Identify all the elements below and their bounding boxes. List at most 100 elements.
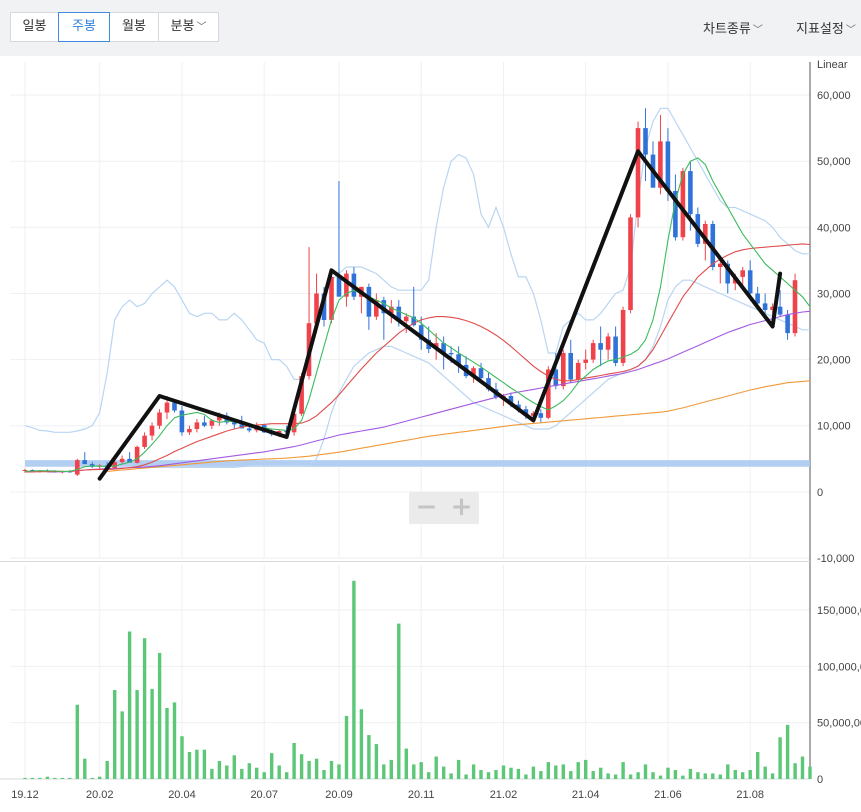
volume-bar xyxy=(546,762,550,779)
volume-bar xyxy=(120,711,124,779)
volume-bar xyxy=(217,761,222,779)
volume-bar xyxy=(606,773,610,779)
candle-body xyxy=(134,446,140,463)
volume-bar xyxy=(255,767,259,779)
candle xyxy=(134,445,140,464)
candle xyxy=(605,333,611,360)
indicator-settings-menu[interactable]: 지표설정 ﹀ xyxy=(796,18,856,37)
candle xyxy=(568,339,573,383)
scale-label: Linear xyxy=(817,59,848,71)
candle-body xyxy=(620,310,626,363)
volume-tick-label: 150,000,0 xyxy=(817,605,861,617)
candle-body xyxy=(187,429,192,433)
series-ma20 xyxy=(25,243,811,473)
tab-daily[interactable]: 일봉 xyxy=(10,12,59,42)
candle-body xyxy=(179,410,185,433)
candle-body xyxy=(441,343,446,353)
volume-bar xyxy=(621,762,625,779)
candle xyxy=(149,422,155,441)
x-tick-label: 21.06 xyxy=(654,789,682,801)
candle-body xyxy=(546,369,551,418)
candle-body xyxy=(770,306,775,310)
volume-bar xyxy=(666,767,670,779)
candle-body xyxy=(366,286,372,317)
zoom-out-button[interactable]: − xyxy=(415,492,438,522)
stock-chart[interactable]: Linear -10,000 0 10,000 20,000 30,000 40,000 50… xyxy=(0,56,861,812)
volume-bar xyxy=(83,758,87,779)
candle xyxy=(538,409,544,423)
chart-type-menu[interactable]: 차트종류 ﹀ xyxy=(703,18,763,37)
candle-body xyxy=(486,378,491,390)
volume-bar xyxy=(636,772,640,779)
tab-monthly[interactable]: 월봉 xyxy=(109,12,159,42)
volume-bar xyxy=(359,709,364,779)
price-tick-label: 40,000 xyxy=(817,222,851,234)
volume-bar xyxy=(60,777,65,779)
volume-bar xyxy=(397,623,401,779)
candle-body xyxy=(127,458,132,463)
candle-body xyxy=(403,316,409,322)
candle-body xyxy=(396,306,402,322)
candle-body xyxy=(553,369,559,386)
candle xyxy=(740,267,745,287)
price-tick-label: 50,000 xyxy=(817,156,851,168)
price-tick-label: 60,000 xyxy=(817,90,851,102)
series-ma5 xyxy=(24,157,811,472)
chart-type-menu-label: 차트종류 xyxy=(703,22,751,37)
volume-bar xyxy=(210,768,214,779)
volume-bar xyxy=(202,749,207,779)
volume-bar xyxy=(90,777,94,779)
volume-bar xyxy=(501,765,506,779)
zoom-in-button[interactable]: + xyxy=(450,492,473,522)
candle xyxy=(747,260,753,297)
candle-body xyxy=(172,402,177,411)
volume-bar xyxy=(427,772,431,779)
candle-body xyxy=(561,353,566,387)
candle-body xyxy=(202,422,207,426)
candle-body xyxy=(740,270,745,277)
volume-bar xyxy=(591,771,595,779)
tab-minute[interactable]: 분봉 ﹀ xyxy=(158,12,219,42)
price-tick-label: 10,000 xyxy=(817,421,851,433)
candle-body xyxy=(157,412,162,426)
volume-bar xyxy=(299,754,304,779)
candle xyxy=(187,425,192,435)
candle-body xyxy=(336,276,342,297)
candle-body xyxy=(119,458,125,463)
candle xyxy=(112,461,117,469)
volume-bar xyxy=(195,749,199,779)
volume-bar xyxy=(382,764,386,779)
volume-bar xyxy=(464,774,468,779)
tab-weekly[interactable]: 주봉 xyxy=(58,12,110,42)
candle-body xyxy=(321,293,327,320)
candle-body xyxy=(628,217,633,310)
candle xyxy=(366,283,372,330)
volume-bar xyxy=(404,748,408,779)
candle-body xyxy=(418,325,424,340)
volume-bar xyxy=(628,774,633,779)
volume-bar xyxy=(367,735,371,779)
candle-body xyxy=(344,273,349,297)
volume-bar xyxy=(412,764,416,779)
volume-bar xyxy=(531,766,536,779)
candle-body xyxy=(246,428,252,431)
volume-bar xyxy=(741,772,745,779)
volume-bar xyxy=(613,774,618,779)
volume-bar xyxy=(494,770,498,779)
volume-bar xyxy=(247,763,251,779)
candle-body xyxy=(194,422,200,429)
candle xyxy=(418,316,424,350)
candle xyxy=(119,455,125,464)
indicator-settings-menu-label: 지표설정 xyxy=(796,22,844,37)
volume-bar xyxy=(778,737,782,779)
candle-body xyxy=(703,224,708,244)
candle-body xyxy=(762,303,768,310)
volume-bar xyxy=(561,764,565,779)
volume-bar xyxy=(277,765,281,779)
volume-bar xyxy=(322,770,326,779)
series-bollinger-upper xyxy=(24,107,810,433)
candle xyxy=(403,313,409,334)
candle-body xyxy=(538,413,544,418)
candle-body xyxy=(613,336,618,363)
candle xyxy=(179,405,185,436)
